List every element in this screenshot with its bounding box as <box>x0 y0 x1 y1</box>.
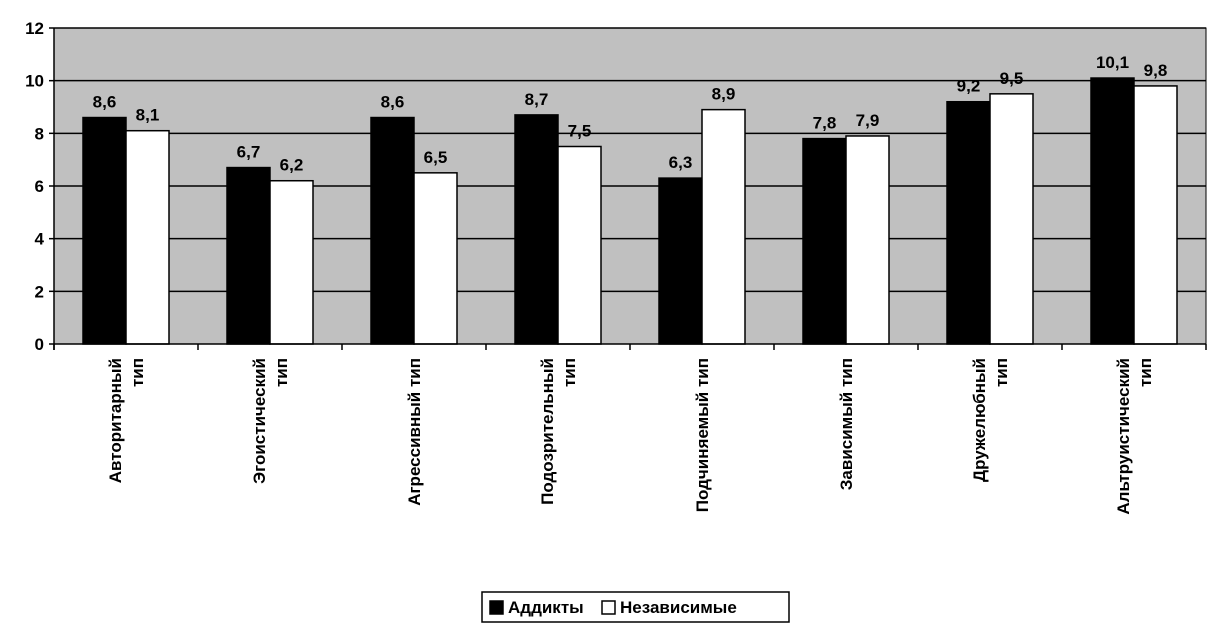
bar-independent <box>845 135 890 345</box>
bar-addicts <box>82 116 127 345</box>
legend-swatch <box>489 600 504 615</box>
data-label: 10,1 <box>1096 53 1129 72</box>
data-label: 8,1 <box>136 106 160 125</box>
bar-addicts <box>370 116 415 345</box>
category-label: Эгоистический тип <box>250 358 291 484</box>
data-label: 7,8 <box>813 114 837 133</box>
axes: 0 2 4 6 8 10 12 <box>25 19 1207 354</box>
category-labels: Авторитарный тип Эгоистический тип Агрессивн… <box>106 358 1155 515</box>
category-label-line: Дружелюбный <box>970 358 989 482</box>
category-label-line: Альтруистический <box>1114 358 1133 515</box>
y-tick-label: 0 <box>35 335 44 354</box>
legend: Аддикты Независимые <box>481 591 790 623</box>
legend-swatch <box>601 600 616 615</box>
category-label-line: тип <box>272 358 291 387</box>
data-label: 9,8 <box>1144 61 1168 80</box>
bar-addicts <box>802 137 847 345</box>
data-label: 8,6 <box>381 93 405 112</box>
category-label: Зависимый тип <box>837 358 856 490</box>
category-label-line: тип <box>1136 358 1155 387</box>
y-tick-label: 2 <box>35 282 44 301</box>
category-label-line: Эгоистический <box>250 358 269 484</box>
bar-independent <box>557 145 602 345</box>
bar-addicts <box>226 166 271 345</box>
category-label-line: тип <box>992 358 1011 387</box>
data-label: 7,9 <box>856 111 880 130</box>
category-label-line: Зависимый тип <box>837 358 856 490</box>
y-tick-label: 10 <box>25 72 44 91</box>
bars <box>82 77 1178 345</box>
bar-independent <box>1133 85 1178 345</box>
bar-independent <box>269 179 314 345</box>
y-tick-label: 8 <box>35 124 44 143</box>
data-label: 6,2 <box>280 156 304 175</box>
bar-independent <box>125 129 170 345</box>
data-labels: 8,6 6,7 8,6 8,7 6,3 7,8 9,2 10,1 8,1 6,2 6,5 7,5 8,9… <box>93 53 1168 175</box>
data-label: 8,9 <box>712 85 736 104</box>
bar-addicts <box>1090 77 1135 345</box>
y-tick-label: 12 <box>25 19 44 38</box>
category-label: Авторитарный тип <box>106 358 147 483</box>
legend-label: Независимые <box>620 598 737 617</box>
category-label: Подчиняемый тип <box>693 358 712 512</box>
data-label: 8,6 <box>93 93 117 112</box>
data-label: 9,2 <box>957 77 981 96</box>
category-label-line: тип <box>560 358 579 387</box>
bar-addicts <box>946 100 991 345</box>
data-label: 6,7 <box>237 143 261 162</box>
category-label: Альтруистический тип <box>1114 358 1155 515</box>
bar-addicts <box>514 114 559 345</box>
y-tick-label: 6 <box>35 177 44 196</box>
legend-label: Аддикты <box>508 598 584 617</box>
data-label: 6,3 <box>669 153 693 172</box>
bar-independent <box>413 172 458 345</box>
bar-addicts <box>658 177 703 345</box>
category-label-line: Подозрительный <box>538 358 557 505</box>
bar-independent <box>701 108 746 345</box>
category-label-line: Подчиняемый тип <box>693 358 712 512</box>
category-label: Дружелюбный тип <box>970 358 1011 482</box>
category-label-line: тип <box>128 358 147 387</box>
data-label: 9,5 <box>1000 69 1024 88</box>
y-tick-label: 4 <box>35 230 45 249</box>
legend-box <box>481 591 790 623</box>
bar-independent <box>989 93 1034 345</box>
data-label: 7,5 <box>568 122 592 141</box>
category-label-line: Авторитарный <box>106 358 125 483</box>
data-label: 8,7 <box>525 90 549 109</box>
category-label: Подозрительный тип <box>538 358 579 505</box>
data-label: 6,5 <box>424 148 448 167</box>
category-label-line: Агрессивный тип <box>405 358 424 506</box>
category-label: Агрессивный тип <box>405 358 424 506</box>
